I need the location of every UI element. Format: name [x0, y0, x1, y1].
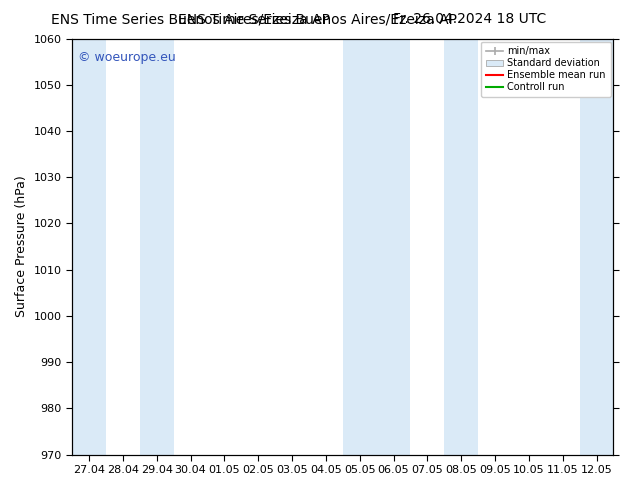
Bar	[579, 39, 614, 455]
Text: ENS Time Series Buenos Aires/Ezeiza AP: ENS Time Series Buenos Aires/Ezeiza AP	[51, 12, 330, 26]
Bar	[343, 39, 377, 455]
Bar	[72, 39, 106, 455]
Bar	[377, 39, 410, 455]
Bar	[444, 39, 478, 455]
Legend: min/max, Standard deviation, Ensemble mean run, Controll run: min/max, Standard deviation, Ensemble me…	[481, 42, 611, 97]
Text: © woeurope.eu: © woeurope.eu	[77, 51, 175, 64]
Text: ENS Time Series Buenos Aires/Ezeiza AP: ENS Time Series Buenos Aires/Ezeiza AP	[178, 12, 456, 26]
Y-axis label: Surface Pressure (hPa): Surface Pressure (hPa)	[15, 176, 28, 318]
Text: Fr. 26.04.2024 18 UTC: Fr. 26.04.2024 18 UTC	[392, 12, 546, 26]
Bar	[139, 39, 174, 455]
